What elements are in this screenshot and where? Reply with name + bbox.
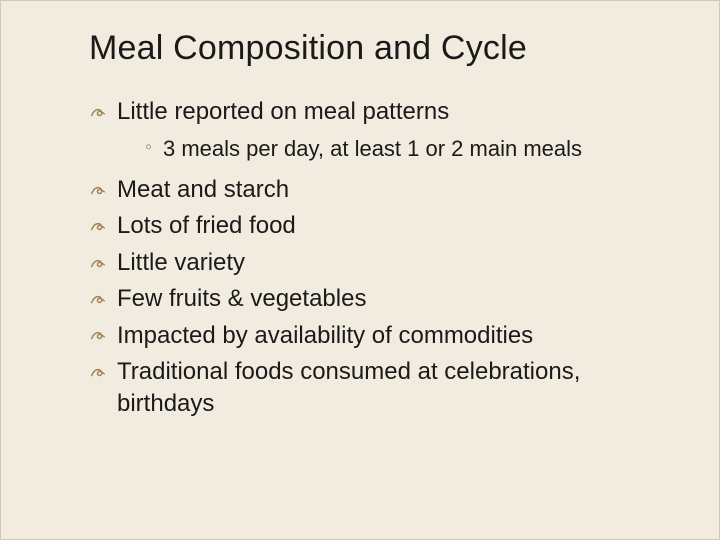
bullet-list: Little reported on meal patterns 3 meals… [89,96,671,421]
sub-item: 3 meals per day, at least 1 or 2 main me… [145,134,671,164]
bullet-text: Meat and starch [117,176,289,203]
bullet-text: Little reported on meal patterns [117,98,449,125]
sub-text: 3 meals per day, at least 1 or 2 main me… [163,136,582,161]
bullet-item: Meat and starch [89,174,671,206]
bullet-item: Little variety [89,247,671,279]
bullet-text: Lots of fried food [117,212,296,239]
bullet-item: Impacted by availability of commodities [89,320,671,352]
bullet-item: Lots of fried food [89,210,671,242]
sub-list: 3 meals per day, at least 1 or 2 main me… [145,134,671,164]
bullet-text: Few fruits & vegetables [117,285,366,312]
bullet-item: Traditional foods consumed at celebratio… [89,356,671,421]
slide: Meal Composition and Cycle Little report… [1,1,719,453]
bullet-text: Little variety [117,249,245,276]
bullet-text: Traditional foods consumed at celebratio… [117,358,580,417]
bullet-item: Little reported on meal patterns 3 meals… [89,96,671,164]
bullet-text: Impacted by availability of commodities [117,322,533,349]
slide-title: Meal Composition and Cycle [89,29,671,68]
bullet-item: Few fruits & vegetables [89,283,671,315]
